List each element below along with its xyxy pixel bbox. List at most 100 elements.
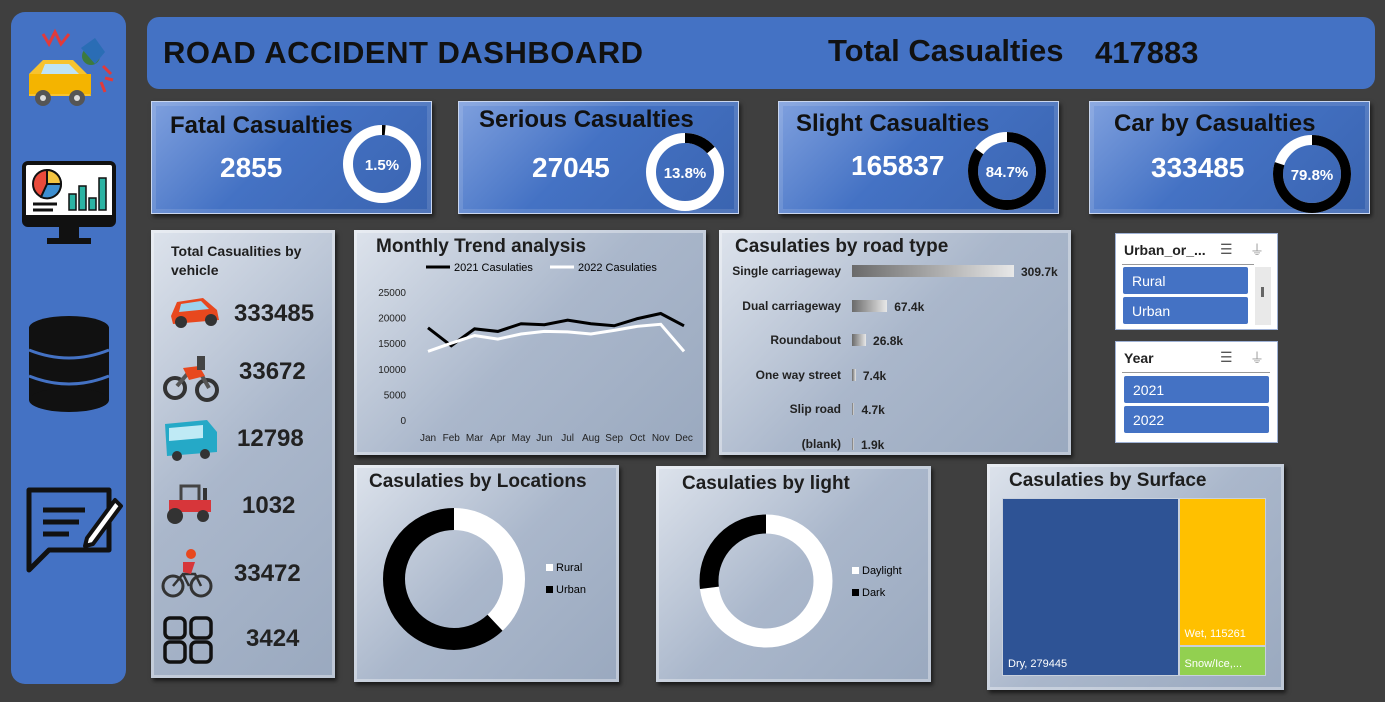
crash-icon[interactable] xyxy=(25,26,115,118)
page-title: ROAD ACCIDENT DASHBOARD xyxy=(163,35,644,70)
road-type-bar xyxy=(852,299,888,312)
x-tick-label: May xyxy=(512,433,531,444)
donut-slice-urban xyxy=(383,508,525,650)
analytics-monitor-icon[interactable] xyxy=(21,160,117,250)
treemap-cell-snow: Snow/Ice,... xyxy=(1178,646,1266,676)
light-donut-chart: Daylight Dark xyxy=(699,514,902,648)
vehicle-value: 1032 xyxy=(242,492,296,519)
legend-label: 2022 Casulaties xyxy=(578,262,657,274)
vehicle-value: 12798 xyxy=(237,425,304,452)
road-type-value: 67.4k xyxy=(894,299,925,314)
bicycle-icon xyxy=(161,549,213,598)
x-tick-label: Sep xyxy=(605,433,623,444)
slicer-option-2021[interactable]: 2021 xyxy=(1124,376,1269,403)
y-tick-label: 25000 xyxy=(378,288,406,299)
kpi-donut-arc xyxy=(968,132,1046,210)
slicer-title: Urban_or_... xyxy=(1124,242,1206,258)
multi-select-icon[interactable]: ☰ xyxy=(1220,241,1233,257)
other-grid-icon xyxy=(163,616,213,664)
treemap-label: Snow/Ice,... xyxy=(1184,657,1243,670)
donut-slice-dark xyxy=(699,514,833,648)
kpi-donut-arc xyxy=(646,133,724,211)
kpi-donut-arc xyxy=(343,125,421,203)
series-line-2021 xyxy=(427,311,685,348)
year-slicer: Year ☰ ⏚ 2021 2022 xyxy=(1115,341,1278,443)
road-type-bar xyxy=(852,437,854,450)
kpi-title: Car by Casualties xyxy=(1114,110,1316,137)
light-panel: Casulaties by light Daylight Dark xyxy=(656,466,931,682)
motorcycle-icon xyxy=(163,356,219,402)
kpi-title: Serious Casualties xyxy=(479,106,694,133)
road-type-value: 4.7k xyxy=(861,403,885,417)
kpi-card-fatal: Fatal Casualties 2855 1.5% xyxy=(151,101,432,214)
x-tick-label: Apr xyxy=(490,433,506,444)
monthly-trend-panel: Monthly Trend analysis 2021 Casulaties 2… xyxy=(354,230,706,455)
road-type-label: Single carriageway xyxy=(732,264,841,278)
surface-panel: Casulaties by Surface Dry, 279445 Wet, 11… xyxy=(987,464,1284,690)
y-tick-label: 5000 xyxy=(384,390,407,401)
legend-swatch xyxy=(852,589,859,596)
multi-select-icon[interactable]: ☰ xyxy=(1220,349,1233,365)
x-tick-label: Jun xyxy=(536,433,552,444)
road-type-value: 7.4k xyxy=(862,368,887,383)
road-type-bar xyxy=(852,334,867,346)
x-tick-label: Feb xyxy=(443,433,461,444)
slicer-scrollbar[interactable] xyxy=(1255,267,1271,325)
legend-label: Rural xyxy=(556,562,582,574)
treemap-cell-dry: Dry, 279445 xyxy=(1002,498,1179,676)
x-tick-label: Jan xyxy=(420,433,436,444)
kpi-card-serious: Serious Casualties 27045 13.8% xyxy=(458,101,739,214)
slicer-option-urban[interactable]: Urban xyxy=(1123,297,1248,324)
legend-swatch xyxy=(546,586,553,593)
surface-treemap: Dry, 279445 Wet, 115261 Snow/Ice,... xyxy=(1002,498,1266,676)
tractor-icon xyxy=(167,484,211,524)
vehicle-value: 3424 xyxy=(246,625,300,652)
road-type-panel: Casulaties by road type Single carriagew… xyxy=(719,230,1071,455)
vehicle-panel: Total Casualities by vehicle 333485 3367… xyxy=(151,230,335,678)
kpi-donut: 13.8% xyxy=(646,133,724,211)
kpi-value: 27045 xyxy=(532,152,610,183)
x-tick-label: Oct xyxy=(630,433,646,444)
road-type-value: 26.8k xyxy=(873,334,904,348)
vehicle-panel-title: Total Casualities by vehicle xyxy=(171,243,302,278)
slicer-option-2022[interactable]: 2022 xyxy=(1124,406,1269,433)
road-type-value: 309.7k xyxy=(1021,265,1058,279)
header-banner: ROAD ACCIDENT DASHBOARD Total Casualties… xyxy=(147,17,1375,89)
road-type-bar xyxy=(852,403,855,415)
road-type-bar xyxy=(852,265,1014,277)
clear-filter-icon[interactable]: ⏚ xyxy=(1250,350,1264,366)
legend-label: 2021 Casulaties xyxy=(454,262,533,274)
total-casualties-label: Total Casualties xyxy=(828,33,1064,68)
treemap-label: Dry, 279445 xyxy=(1008,658,1068,670)
locations-donut-chart: Rural Urban xyxy=(383,508,586,650)
kpi-title: Slight Casualties xyxy=(796,110,990,137)
kpi-donut: 79.8% xyxy=(1273,135,1351,213)
kpi-value: 2855 xyxy=(220,152,283,183)
slicer-option-rural[interactable]: Rural xyxy=(1123,267,1248,294)
kpi-donut: 84.7% xyxy=(968,132,1046,210)
database-icon[interactable] xyxy=(27,314,111,414)
monthly-trend-chart: 2021 Casulaties 2022 Casulaties 25000 200… xyxy=(378,262,693,444)
y-tick-label: 0 xyxy=(400,416,406,427)
kpi-percent: 84.7% xyxy=(986,164,1029,181)
vehicle-value: 33472 xyxy=(234,560,301,587)
treemap-cell-wet: Wet, 115261 xyxy=(1178,498,1266,647)
clear-filter-icon[interactable]: ⏚ xyxy=(1250,242,1264,258)
locations-panel: Casulaties by Locations Rural Urban xyxy=(354,465,619,682)
kpi-percent: 1.5% xyxy=(365,157,399,174)
road-type-label: (blank) xyxy=(801,436,841,451)
x-tick-label: Dec xyxy=(675,433,693,444)
urban-slicer: Urban_or_... ☰ ⏚ Rural Urban xyxy=(1115,233,1278,330)
chat-note-icon[interactable] xyxy=(25,486,123,576)
x-tick-label: Aug xyxy=(582,433,600,444)
vehicle-value: 333485 xyxy=(234,300,315,327)
legend-label: Daylight xyxy=(862,565,902,577)
chart-title: Monthly Trend analysis xyxy=(376,236,587,257)
legend-label: Dark xyxy=(862,587,886,599)
legend-label: Urban xyxy=(556,584,586,596)
chart-title: Casulaties by Locations xyxy=(369,471,587,492)
y-tick-label: 20000 xyxy=(378,314,406,325)
sidebar xyxy=(11,12,126,684)
x-tick-label: Nov xyxy=(652,433,670,444)
road-type-label: Roundabout xyxy=(770,333,841,347)
